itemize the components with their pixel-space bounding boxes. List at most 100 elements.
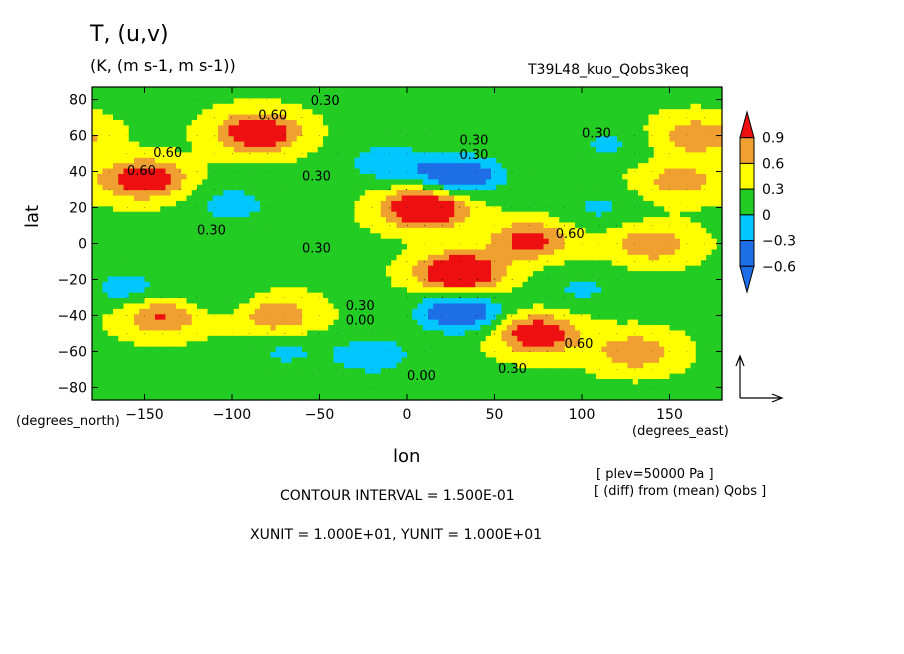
heatmap-cell [233,243,240,250]
heatmap-cell [207,167,214,174]
heatmap-cell [317,329,324,336]
heatmap-cell [134,378,140,385]
heatmap-cell [302,108,308,115]
heatmap-cell [428,351,434,358]
heatmap-cell [454,124,461,131]
heatmap-cell [107,167,114,174]
heatmap-cell [249,173,256,180]
heatmap-cell [165,92,172,99]
heatmap-cell [365,389,371,396]
heatmap-cell [191,302,198,309]
heatmap-cell [506,232,513,239]
heatmap-cell [92,356,98,363]
heatmap-cell [317,87,324,93]
heatmap-cell [501,103,508,110]
heatmap-cell [370,184,377,191]
heatmap-cell [239,346,245,353]
heatmap-cell [538,340,545,347]
heatmap-cell [170,157,177,164]
heatmap-cell [302,373,308,380]
heatmap-cell [186,87,193,93]
heatmap-cell [170,324,177,331]
heatmap-cell [191,383,198,390]
heatmap-cell [480,227,487,234]
heatmap-cell [228,113,235,120]
heatmap-cell [107,87,114,93]
heatmap-cell [328,238,335,245]
heatmap-cell [354,211,361,218]
heatmap-cell [533,259,539,266]
heatmap-cell [349,389,356,396]
heatmap-cell [344,151,350,158]
heatmap-cell [176,189,182,196]
heatmap-cell [386,378,392,385]
heatmap-cell [323,216,329,223]
heatmap-cell [191,157,198,164]
heatmap-cell [412,378,419,385]
heatmap-cell [218,265,224,272]
heatmap-cell [359,189,366,196]
heatmap-cell [260,227,266,234]
heatmap-cell [449,194,455,201]
heatmap-cell [491,356,497,363]
heatmap-cell [281,140,287,147]
heatmap-cell [160,232,167,239]
heatmap-cell [160,205,167,212]
heatmap-cell [228,130,235,137]
heatmap-cell [396,308,403,315]
heatmap-cell [218,216,224,223]
heatmap-cell [407,135,413,142]
heatmap-cell [506,108,513,115]
heatmap-cell [149,281,156,288]
heatmap-cell [433,346,440,353]
heatmap-cell [338,189,345,196]
heatmap-cell [328,243,335,250]
heatmap-cell [380,238,387,245]
heatmap-cell [165,346,172,353]
heatmap-cell [401,97,408,104]
heatmap-cell [149,286,156,293]
heatmap-cell [491,383,497,390]
heatmap-cell [97,286,104,293]
heatmap-cell [527,221,534,228]
heatmap-cell [223,254,230,261]
heatmap-cell [144,297,151,304]
heatmap-cell [380,221,387,228]
heatmap-cell [149,173,156,180]
heatmap-cell [349,286,356,293]
heatmap-cell [375,302,382,309]
heatmap-cell [438,243,445,250]
heatmap-cell [102,281,109,288]
heatmap-cell [144,108,151,115]
heatmap-cell [144,265,151,272]
heatmap-cell [254,324,261,331]
heatmap-cell [501,130,508,137]
heatmap-cell [333,135,340,142]
heatmap-cell [438,340,445,347]
heatmap-cell [464,211,471,218]
heatmap-cell [212,87,219,93]
heatmap-cell [380,227,387,234]
heatmap-cell [365,356,371,363]
heatmap-cell [412,286,419,293]
heatmap-cell [527,151,534,158]
heatmap-cell [354,351,361,358]
heatmap-cell [165,362,172,369]
heatmap-cell [491,119,497,126]
heatmap-cell [538,178,545,185]
heatmap-cell [538,362,545,369]
heatmap-cell [275,340,282,347]
heatmap-cell [202,173,209,180]
heatmap-cell [275,189,282,196]
heatmap-cell [522,356,529,363]
heatmap-cell [170,351,177,358]
heatmap-cell [475,238,482,245]
heatmap-cell [533,184,539,191]
heatmap-cell [128,87,135,93]
heatmap-cell [417,157,424,164]
heatmap-cell [307,335,314,342]
heatmap-cell [533,373,539,380]
heatmap-cell [422,340,429,347]
heatmap-cell [412,184,419,191]
heatmap-cell [417,87,424,93]
